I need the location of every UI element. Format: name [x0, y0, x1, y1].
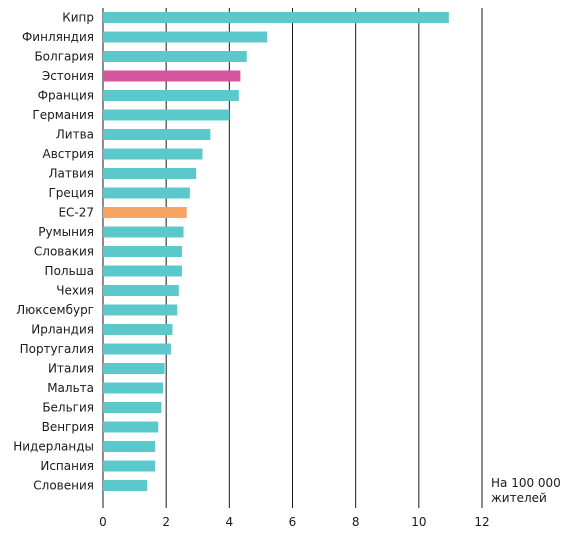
bar-22 — [103, 441, 156, 452]
category-label: Болгария — [34, 50, 94, 64]
category-labels: Кипр Финляндия Болгария Эстония Франция Герма… — [13, 11, 94, 493]
x-tick-label: 2 — [162, 515, 170, 529]
bar-5 — [103, 109, 230, 121]
category-label: Эстония — [42, 69, 94, 83]
bar-3 — [103, 70, 241, 82]
category-label: Венгрия — [42, 420, 94, 434]
category-label: Люксембург — [16, 303, 94, 317]
gridlines — [102, 8, 483, 508]
category-label: Латвия — [49, 167, 94, 181]
bar-15 — [103, 304, 178, 316]
x-tick-label: 8 — [352, 515, 360, 529]
category-label: Мальта — [47, 381, 94, 395]
category-label: Румыния — [38, 225, 94, 239]
category-label: Словакия — [34, 245, 94, 259]
category-label: Италия — [48, 362, 94, 376]
bar-11 — [103, 226, 184, 238]
bar-16 — [103, 324, 173, 335]
x-tick-label: 12 — [474, 515, 489, 529]
category-label: Словения — [33, 479, 94, 493]
category-label: Австрия — [42, 147, 94, 161]
bar-21 — [103, 421, 159, 433]
category-label: Литва — [56, 128, 94, 142]
category-label: Кипр — [62, 11, 94, 25]
bar-9 — [103, 187, 190, 199]
category-label: Финляндия — [22, 30, 94, 44]
bar-10 — [103, 207, 187, 218]
bar-2 — [103, 51, 247, 62]
category-label: Бельгия — [42, 401, 94, 415]
x-axis-ticks: 0 2 4 6 8 10 12 — [99, 515, 489, 529]
bar-19 — [103, 382, 164, 394]
bar-20 — [103, 402, 162, 413]
bar-12 — [103, 246, 182, 257]
x-tick-label: 6 — [289, 515, 297, 529]
x-tick-label: 10 — [411, 515, 426, 529]
bar-4 — [103, 90, 239, 101]
x-tick-label: 0 — [99, 515, 107, 529]
category-label: ЕС-27 — [58, 206, 94, 220]
bar-1 — [103, 31, 268, 43]
category-label: Германия — [32, 108, 94, 122]
bar-8 — [103, 168, 197, 179]
category-label: Португалия — [20, 342, 94, 356]
bar-18 — [103, 363, 165, 374]
bar-24 — [103, 480, 148, 491]
bar-6 — [103, 129, 211, 140]
category-label: Польша — [45, 264, 94, 278]
bar-7 — [103, 148, 203, 160]
bar-0 — [103, 12, 449, 23]
category-label: Франция — [38, 89, 94, 103]
category-label: Испания — [40, 459, 94, 473]
category-label: Ирландия — [31, 323, 94, 337]
unit-label-line-2: жителей — [491, 491, 547, 505]
bar-23 — [103, 460, 156, 472]
bar-13 — [103, 265, 182, 277]
category-label: Нидерланды — [13, 440, 94, 454]
bars — [103, 12, 449, 491]
category-label: Чехия — [56, 284, 94, 298]
category-label: Греция — [48, 186, 94, 200]
x-tick-label: 4 — [226, 515, 234, 529]
bar-14 — [103, 285, 179, 296]
bar-17 — [103, 343, 171, 355]
unit-label-line-1: На 100 000 — [491, 476, 561, 490]
